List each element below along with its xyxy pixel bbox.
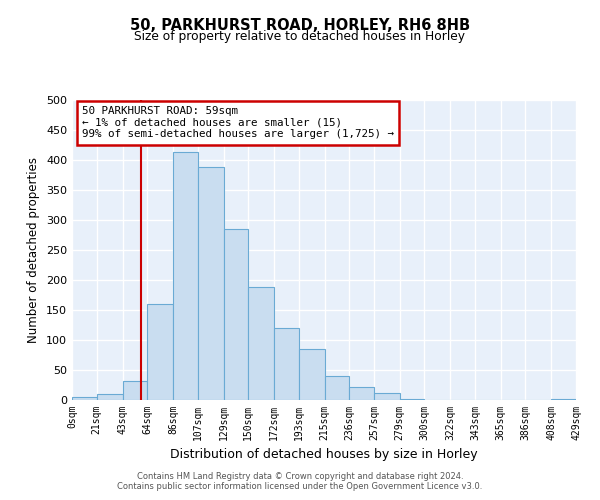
Text: Contains public sector information licensed under the Open Government Licence v3: Contains public sector information licen…: [118, 482, 482, 491]
Bar: [198, 167, 224, 400]
Bar: [248, 287, 274, 400]
Bar: [147, 304, 173, 400]
Bar: [374, 393, 400, 400]
Text: 50, PARKHURST ROAD, HORLEY, RH6 8HB: 50, PARKHURST ROAD, HORLEY, RH6 8HB: [130, 18, 470, 32]
Text: Contains HM Land Registry data © Crown copyright and database right 2024.: Contains HM Land Registry data © Crown c…: [137, 472, 463, 481]
Bar: [299, 349, 325, 400]
Bar: [72, 397, 97, 400]
Text: Size of property relative to detached houses in Horley: Size of property relative to detached ho…: [134, 30, 466, 43]
Bar: [325, 376, 349, 400]
Bar: [551, 399, 576, 400]
Bar: [400, 399, 424, 400]
Bar: [274, 328, 299, 400]
X-axis label: Distribution of detached houses by size in Horley: Distribution of detached houses by size …: [170, 448, 478, 462]
Bar: [173, 152, 198, 400]
Bar: [224, 229, 248, 400]
Text: 50 PARKHURST ROAD: 59sqm
← 1% of detached houses are smaller (15)
99% of semi-de: 50 PARKHURST ROAD: 59sqm ← 1% of detache…: [82, 106, 394, 139]
Bar: [122, 381, 147, 400]
Bar: [97, 394, 122, 400]
Bar: [349, 387, 374, 400]
Y-axis label: Number of detached properties: Number of detached properties: [28, 157, 40, 343]
